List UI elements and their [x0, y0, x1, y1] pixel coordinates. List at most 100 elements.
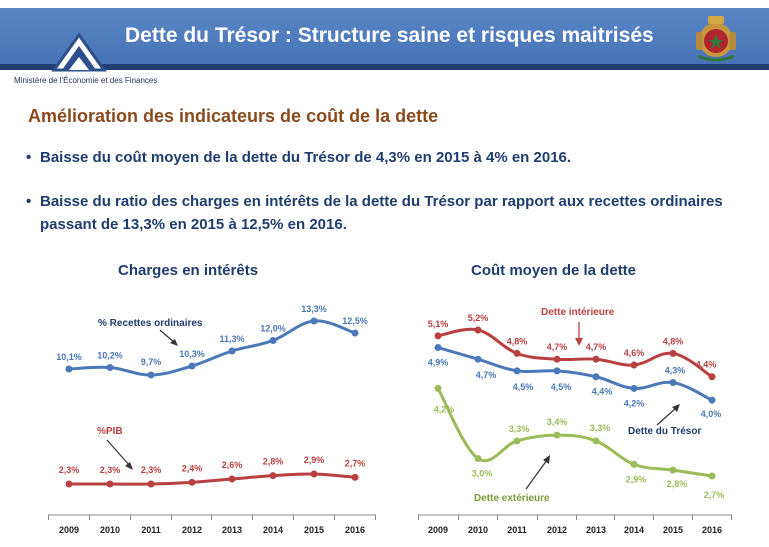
pib-data-label: 2,6%	[222, 460, 243, 470]
dette-tresor-data-label: 4,0%	[701, 409, 722, 419]
x-tick-label: 2014	[263, 525, 283, 535]
dette-tresor-point	[434, 344, 442, 352]
dette-tresor-data-label: 4,7%	[476, 370, 497, 380]
dette-interieure-data-label: 4,8%	[663, 336, 684, 346]
bullet-item: • Baisse du ratio des charges en intérêt…	[26, 190, 746, 236]
ministry-label: Ministère de l'Économie et des Finances	[14, 76, 158, 85]
pib-point	[106, 480, 114, 488]
dette-interieure-point	[592, 355, 600, 363]
dette-tresor-point	[592, 373, 600, 381]
legend-label-dette-exterieure: Dette extérieure	[474, 493, 550, 504]
chart-title-interest: Charges en intérêts	[118, 262, 259, 279]
x-tick-label: 2011	[507, 525, 527, 535]
x-tick-label: 2014	[624, 525, 644, 535]
x-tick-label: 2010	[468, 525, 488, 535]
dette-exterieure-data-label: 3,0%	[472, 468, 493, 478]
dette-tresor-point	[708, 396, 716, 404]
x-tick-label: 2015	[304, 525, 324, 535]
ministry-logo	[0, 32, 158, 92]
x-tick-label: 2009	[428, 525, 448, 535]
pib-data-label: 2,7%	[345, 458, 366, 468]
dette-exterieure-point	[708, 472, 716, 480]
legend-arrowhead-dette-exterieure	[543, 455, 550, 464]
pib-data-label: 2,8%	[263, 457, 284, 467]
bullet-dot: •	[26, 193, 32, 210]
dette-tresor-point	[474, 355, 482, 363]
dette-exterieure-point	[630, 460, 638, 468]
dette-exterieure-point	[474, 454, 482, 462]
dette-exterieure-point	[513, 437, 521, 445]
bullet-item: • Baisse du coût moyen de la dette du Tr…	[26, 146, 746, 169]
pib-point	[147, 480, 155, 488]
legend-arrowhead-pib	[125, 462, 133, 470]
pib-point	[269, 472, 277, 480]
dette-interieure-point	[553, 355, 561, 363]
legend-arrow-dette-tresor	[656, 407, 677, 426]
dette-interieure-point	[630, 361, 638, 369]
royal-emblem-icon	[696, 16, 736, 62]
legend-arrowhead-dette-tresor	[672, 404, 680, 412]
pib-point	[310, 470, 318, 478]
legend-label-recettes: % Recettes ordinaires	[98, 318, 203, 329]
x-tick-label: 2010	[100, 525, 120, 535]
legend-label-dette-interieure: Dette intérieure	[541, 307, 615, 318]
pib-data-label: 2,3%	[100, 465, 121, 475]
x-tick-label: 2012	[182, 525, 202, 535]
bullet-text: Baisse du coût moyen de la dette du Trés…	[40, 149, 572, 166]
pib-point	[228, 475, 236, 483]
dette-exterieure-point	[669, 466, 677, 474]
section-title: Amélioration des indicateurs de coût de …	[28, 106, 439, 126]
pib-data-label: 2,3%	[59, 465, 80, 475]
legend-arrow-pib	[106, 439, 131, 467]
dette-interieure-point	[669, 349, 677, 357]
x-tick-label: 2016	[345, 525, 365, 535]
x-tick-label: 2009	[59, 525, 79, 535]
chart-title-cost: Coût moyen de la dette	[471, 262, 637, 279]
recettes-data-label: 10,3%	[179, 349, 205, 359]
dette-exterieure-data-label: 3,3%	[509, 424, 530, 434]
x-tick-label: 2011	[141, 525, 161, 535]
dette-interieure-data-label: 4,4%	[696, 360, 717, 370]
dette-exterieure-point	[553, 431, 561, 439]
recettes-point	[65, 365, 73, 373]
recettes-point	[188, 362, 196, 370]
recettes-data-label: 13,3%	[301, 304, 327, 314]
legend-arrowhead-dette-interieure	[575, 338, 583, 346]
bullet-text: Baisse du ratio des charges en intérêts …	[40, 193, 723, 233]
dette-tresor-point	[669, 379, 677, 387]
dette-exterieure-data-label: 2,9%	[626, 474, 647, 484]
dette-interieure-data-label: 5,1%	[428, 319, 449, 329]
dette-exterieure-data-label: 4,2%	[434, 404, 455, 414]
legend-label-dette-tresor: Dette du Trésor	[628, 426, 701, 437]
pib-line	[68, 472, 356, 486]
recettes-point	[228, 347, 236, 355]
x-tick-label: 2012	[547, 525, 567, 535]
recettes-data-label: 12,5%	[342, 316, 368, 326]
x-tick-label: 2016	[702, 525, 722, 535]
recettes-point	[351, 329, 359, 337]
dette-interieure-data-label: 4,7%	[547, 342, 568, 352]
dette-interieure-data-label: 4,6%	[624, 348, 645, 358]
x-tick-label: 2015	[663, 525, 683, 535]
dette-exterieure-data-label: 3,4%	[547, 417, 568, 427]
recettes-line	[68, 319, 356, 377]
dette-interieure-data-label: 4,7%	[586, 342, 607, 352]
x-tick-label: 2013	[586, 525, 606, 535]
pib-point	[188, 478, 196, 486]
recettes-point	[269, 337, 277, 344]
recettes-point	[106, 364, 114, 371]
recettes-data-label: 10,2%	[97, 351, 123, 361]
x-tick-label: 2013	[222, 525, 242, 535]
pib-data-label: 2,4%	[182, 463, 203, 473]
dette-interieure-data-label: 5,2%	[468, 313, 489, 323]
dette-interieure-data-label: 4,8%	[507, 336, 528, 346]
legend-label-pib: %PIB	[97, 426, 123, 437]
dette-tresor-point	[513, 367, 521, 375]
recettes-data-label: 12,0%	[260, 324, 286, 334]
dette-interieure-point	[708, 373, 716, 381]
legend-arrowhead-recettes	[170, 339, 178, 346]
dette-tresor-point	[553, 367, 561, 375]
legend-arrow-dette-exterieure	[525, 459, 548, 490]
bullet-dot: •	[26, 149, 32, 166]
